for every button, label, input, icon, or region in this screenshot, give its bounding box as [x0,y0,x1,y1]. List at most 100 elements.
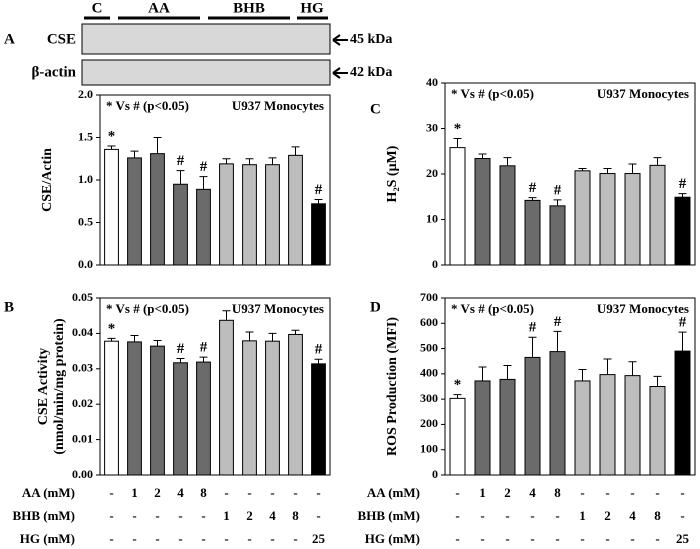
bar [624,375,641,476]
treatment-value: - [224,531,228,546]
treatment-label: AA (mM) [367,485,420,500]
treatment-value: - [316,508,320,523]
error-bar [176,170,185,185]
error-bar [528,336,537,358]
y-tick-label: 30 [426,120,438,134]
error-bar [603,358,612,375]
treatment-value: - [455,531,459,546]
treatment-value: - [270,531,274,546]
treatment-value: - [455,485,459,500]
bar [265,340,280,476]
blot-size: 42 kDa [350,65,392,80]
treatment-value: - [605,485,609,500]
bar [549,205,566,266]
treatment-value: - [655,485,659,500]
error-bar [176,358,185,363]
treatment-value: 2 [154,485,161,500]
y-tick-label: 400 [420,366,438,380]
subtitle: U937 Monocytes [597,86,689,101]
significance-marker: # [529,320,537,336]
bar [288,154,303,266]
treatment-value: - [201,508,205,523]
error-bar [107,337,116,342]
plot-frame [444,297,696,476]
group-label: HG [300,0,324,16]
treatment-value: - [530,531,534,546]
error-bar [268,157,277,165]
bar [104,340,119,476]
error-bar [130,335,139,342]
treatment-value: 8 [200,485,207,500]
treatment-value: - [505,508,509,523]
treatment-label: BHB (mM) [13,508,75,523]
annotation: * Vs # (p<0.05) [106,98,189,113]
error-bar [653,157,662,166]
bar [173,183,188,266]
y-axis-label: H₂S (μM) [385,145,400,202]
group-label: AA [148,0,170,16]
blot-label: CSE [47,31,76,47]
bar [649,386,666,476]
error-bar [199,176,208,190]
treatment-value: - [201,531,205,546]
group-label: C [92,0,103,16]
treatment-value: - [109,531,113,546]
treatment-value: - [109,485,113,500]
bar [288,333,303,476]
treatment-label: BHB (mM) [358,508,420,523]
y-tick-label: 0.01 [72,431,93,445]
treatment-value: 8 [292,508,299,523]
bar [311,203,326,266]
error-bar [453,138,462,148]
bar [127,341,142,476]
significance-marker: # [554,182,562,198]
significance-marker: * [454,121,462,137]
treatment-value: - [555,531,559,546]
treatment-value: 1 [579,508,586,523]
y-tick-label: 0.02 [72,396,93,410]
treatment-value: - [630,485,634,500]
significance-marker: # [679,315,687,331]
treatment-label: AA (mM) [22,485,75,500]
treatment-value: - [480,531,484,546]
error-bar [628,361,637,376]
error-bar [222,310,231,321]
error-bar [199,356,208,363]
error-bar [503,365,512,380]
group-label: BHB [233,0,265,16]
treatment-value: - [224,485,228,500]
error-bar [453,394,462,399]
error-bar [628,163,637,174]
treatment-value: 25 [676,531,690,546]
bar [624,173,641,266]
y-tick-label: 10 [426,211,438,225]
error-bar [478,153,487,159]
error-bar [222,158,231,164]
error-bar [153,339,162,347]
bar [524,356,541,476]
bar [599,374,616,476]
error-bar [528,197,537,201]
error-bar [678,331,687,352]
y-tick-label: 700 [420,290,438,304]
significance-marker: # [679,176,687,192]
error-bar [245,331,254,341]
treatment-value: - [293,485,297,500]
treatment-value: - [247,531,251,546]
treatment-value: - [630,531,634,546]
bar [574,170,591,266]
bar [574,380,591,476]
bar [150,153,165,266]
error-bar [578,369,587,381]
annotation: * Vs # (p<0.05) [451,301,534,316]
significance-marker: # [315,182,323,198]
y-tick-label: 20 [426,166,438,180]
bar [173,362,188,476]
y-axis-label: (nmol/min/mg protein) [52,318,67,455]
error-bar [130,150,139,158]
y-tick-label: 2.0 [78,87,93,101]
y-tick-label: 40 [426,75,438,89]
plot-frame [99,297,331,476]
